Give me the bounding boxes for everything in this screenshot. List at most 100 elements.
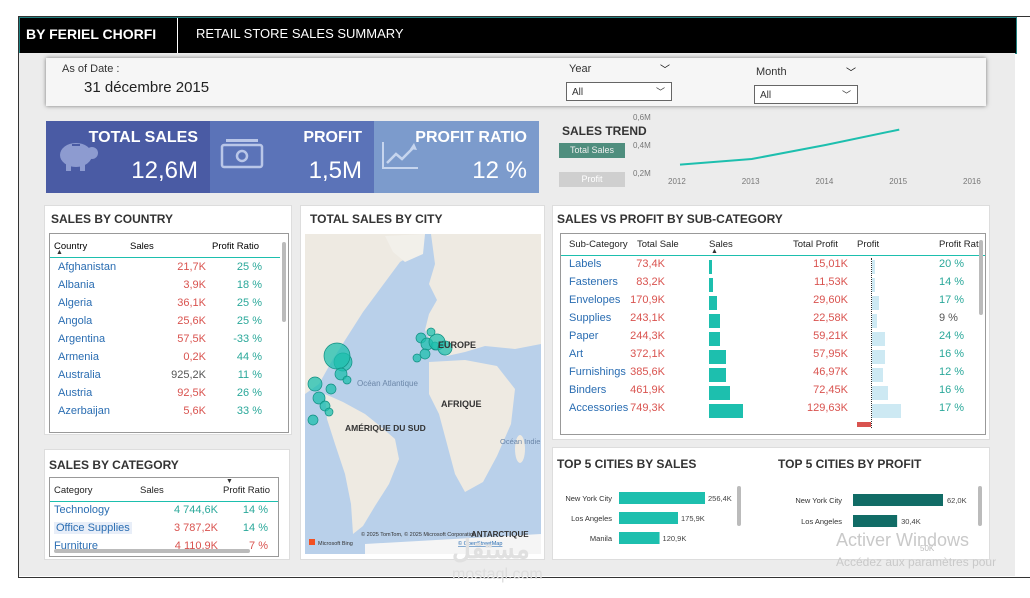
sales-bar-col-header[interactable]: Sales [709,239,733,250]
profit-value: 1,5M [308,157,362,184]
city-bubble[interactable] [419,348,431,360]
month-label: Month [756,66,787,78]
city-bubble[interactable] [312,391,326,405]
subcategory-total-sale: 170,9K [630,294,665,306]
sort-asc-icon: ▲ [711,248,718,255]
country-col-header[interactable]: Country [54,241,88,252]
subcategory-total-profit: 15,01K [813,258,848,270]
total-sale-col-header[interactable]: Total Sale [637,239,679,250]
profit-toggle-button[interactable]: Profit [559,172,625,187]
sales-bar [709,278,713,292]
city-map[interactable]: EUROPE AFRIQUE AMÉRIQUE DU SUD Océan Atl… [305,234,541,554]
top-profit-bar[interactable] [853,494,943,506]
table-row[interactable]: Furnishings 385,6K 46,97K 12 % [561,366,985,384]
table-row[interactable]: Art 372,1K 57,95K 16 % [561,348,985,366]
top-sales-city-label: Manila [590,534,613,543]
city-bubble[interactable] [325,383,337,395]
city-bubble[interactable] [437,340,453,356]
table-row[interactable]: Accessories 749,3K 129,63K 17 % [561,402,985,420]
table-row[interactable]: Afghanistan 21,7K 25 % [50,261,280,279]
total-profit-col-header[interactable]: Total Profit [793,239,838,250]
city-bubble[interactable] [426,327,436,337]
subcategory-total-profit: 59,21K [813,330,848,342]
subcategory-col-header[interactable]: Sub-Category [569,239,628,250]
top-cities-sales-chart: New York City 256,4K Los Angeles 175,9K Mani… [565,492,732,544]
table-row[interactable]: Supplies 243,1K 22,58K 9 % [561,312,985,330]
top-sales-value-label: 175,9K [681,514,705,523]
table-row[interactable]: Fasteners 83,2K 11,53K 14 % [561,276,985,294]
subcategory-total-sale: 83,2K [636,276,665,288]
profit-bar-col-header[interactable]: Profit [857,239,880,250]
profit-ratio-label: PROFIT RATIO [415,129,527,146]
total-sales-card: TOTAL SALES 12,6M [46,121,210,193]
category-profit-ratio: 14 % [242,504,268,516]
city-bubble[interactable] [412,353,422,363]
subcategory-profit-ratio: 14 % [939,276,965,288]
year-collapse-icon[interactable]: ﹀ [660,65,670,76]
table-row[interactable]: Angola 25,6K 25 % [50,315,280,333]
table-row[interactable]: Binders 461,9K 72,45K 16 % [561,384,985,402]
table-row[interactable]: Algeria 36,1K 25 % [50,297,280,315]
table-row[interactable]: Australia 925,2K 11 % [50,369,280,387]
country-name: Angola [58,315,93,327]
city-bubble[interactable] [342,375,352,385]
category-col-header[interactable]: Category [54,485,93,496]
map-label-atlantic: Océan Atlantique [357,379,418,388]
table-row[interactable]: Azerbaijan 5,6K 33 % [50,405,280,423]
top-profit-value-label: 62,0K [947,496,967,505]
country-sales: 925,2K [171,369,206,381]
profit-ratio-col-header[interactable]: Profit Ratio [212,241,259,252]
table-row[interactable]: Office Supplies 3 787,2K 14 % [50,522,278,540]
city-bubble[interactable] [307,376,323,392]
top-sales-scrollbar[interactable] [737,486,741,526]
country-sales: 0,2K [183,351,206,363]
table-row[interactable]: Armenia 0,2K 44 % [50,351,280,369]
table-row[interactable]: Austria 92,5K 26 % [50,387,280,405]
subcategory-total-sale: 749,3K [630,402,665,414]
sales-bar [709,386,730,400]
country-profit-ratio: -33 % [233,333,262,345]
sales-bar [709,296,717,310]
country-name: Azerbaijan [58,405,110,417]
total-sales-by-city-panel: TOTAL SALES BY CITY EUROPE AFRIQUE AMÉRI… [300,205,545,560]
table-row[interactable]: Technology 4 744,6K 14 % [50,504,278,522]
subcategory-scrollbar[interactable] [979,240,983,315]
table-row[interactable]: Albania 3,9K 18 % [50,279,280,297]
top-sales-bar[interactable] [619,512,678,524]
top-sales-city-label: New York City [565,494,612,503]
top-sales-bar[interactable] [619,532,660,544]
country-profit-ratio: 26 % [236,387,262,399]
sales-col-header[interactable]: Sales [140,485,164,496]
subcategory-total-profit: 57,95K [813,348,848,360]
profit-ratio-card: PROFIT RATIO 12 % [374,121,539,193]
table-row[interactable]: Argentina 57,5K -33 % [50,333,280,351]
city-bubble[interactable] [307,414,319,426]
year-dropdown[interactable]: All ﹀ [566,82,672,101]
city-bubble[interactable] [323,342,351,370]
sales-col-header[interactable]: Sales [130,241,154,252]
subcategory-name: Furnishings [569,366,626,378]
subcategory-total-sale: 385,6K [630,366,665,378]
subcategory-name: Paper [569,330,599,342]
category-horizontal-scrollbar[interactable] [54,549,250,553]
total-sales-toggle-button[interactable]: Total Sales [559,143,625,158]
top-profit-scrollbar[interactable] [978,486,982,526]
top-profit-bar[interactable] [853,515,898,527]
city-bubble[interactable] [324,407,334,417]
year-dropdown-value: All [572,87,584,98]
total-sales-label: TOTAL SALES [88,129,198,146]
map-osm-link[interactable]: © OpenStreetMap [458,540,502,547]
table-row[interactable]: Labels 73,4K 15,01K 20 % [561,258,985,276]
profit-card: PROFIT 1,5M [210,121,374,193]
sales-bar [709,404,743,418]
month-dropdown[interactable]: All ﹀ [754,85,858,104]
month-collapse-icon[interactable]: ﹀ [846,68,856,79]
top-sales-bar[interactable] [619,492,705,504]
country-scrollbar[interactable] [282,242,286,322]
country-sales: 92,5K [177,387,206,399]
chevron-down-icon: ﹀ [655,87,665,97]
profit-ratio-col-header[interactable]: Profit Rat [939,239,979,250]
table-row[interactable]: Paper 244,3K 59,21K 24 % [561,330,985,348]
table-row[interactable]: Envelopes 170,9K 29,60K 17 % [561,294,985,312]
profit-ratio-col-header[interactable]: Profit Ratio [223,485,270,496]
